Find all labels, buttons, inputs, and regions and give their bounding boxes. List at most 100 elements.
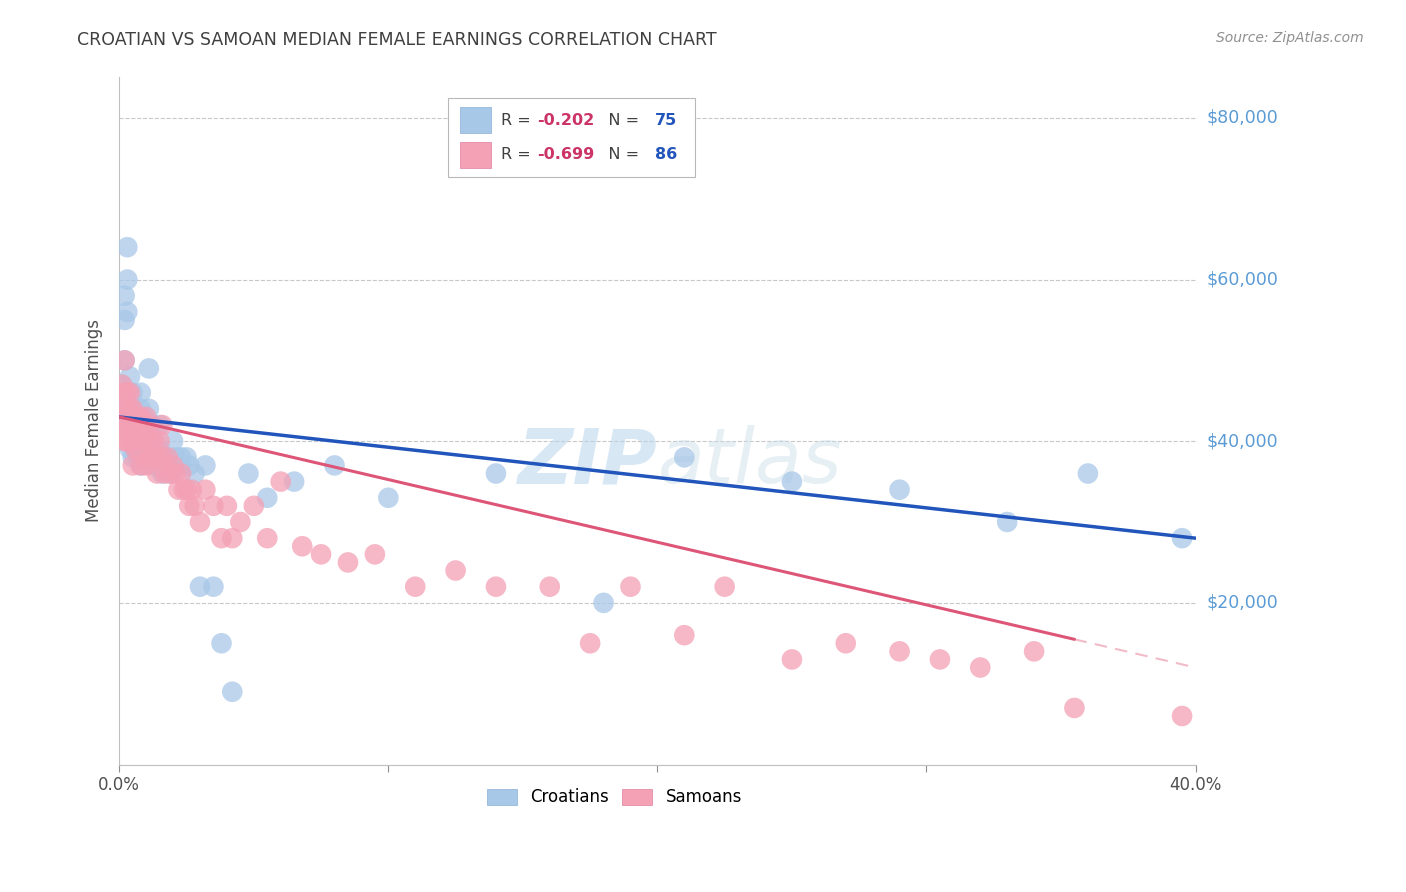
Point <box>129 401 152 416</box>
Point <box>127 426 149 441</box>
Point <box>336 556 359 570</box>
Point <box>124 426 146 441</box>
Point <box>215 499 238 513</box>
Point <box>889 644 911 658</box>
Point <box>118 434 141 449</box>
Text: Source: ZipAtlas.com: Source: ZipAtlas.com <box>1216 31 1364 45</box>
Point <box>153 458 176 473</box>
Point <box>188 580 211 594</box>
Point <box>121 401 143 416</box>
Text: atlas: atlas <box>658 425 842 500</box>
Point <box>121 458 143 473</box>
Text: $80,000: $80,000 <box>1206 109 1278 127</box>
Point <box>143 450 166 465</box>
Text: R =: R = <box>502 112 536 128</box>
Point <box>229 515 252 529</box>
Point <box>211 636 233 650</box>
Point <box>111 401 134 416</box>
Point <box>238 467 260 481</box>
Point <box>149 450 172 465</box>
Point <box>889 483 911 497</box>
Point <box>179 499 201 513</box>
Point <box>221 685 243 699</box>
Point <box>221 531 243 545</box>
Point <box>114 409 136 424</box>
Point <box>114 353 136 368</box>
Point <box>173 483 195 497</box>
Point <box>143 434 166 449</box>
Point <box>159 467 181 481</box>
Point <box>121 401 143 416</box>
Point <box>135 409 157 424</box>
Point <box>485 467 508 481</box>
Point <box>170 467 193 481</box>
Point <box>202 499 225 513</box>
Point <box>404 580 426 594</box>
Point <box>132 442 155 457</box>
Point <box>156 450 179 465</box>
Point <box>135 417 157 432</box>
Point <box>124 409 146 424</box>
Point <box>111 409 134 424</box>
Point <box>117 417 139 432</box>
Point <box>194 483 217 497</box>
Point <box>141 434 163 449</box>
Point <box>117 434 139 449</box>
Text: ZIP: ZIP <box>517 425 658 500</box>
Point <box>291 539 314 553</box>
Point <box>323 458 346 473</box>
Point <box>256 491 278 505</box>
Point <box>377 491 399 505</box>
Point <box>309 547 332 561</box>
FancyBboxPatch shape <box>447 98 695 178</box>
Point <box>138 450 160 465</box>
Point <box>135 434 157 449</box>
Point <box>150 467 173 481</box>
Point <box>117 272 139 286</box>
Point <box>127 442 149 457</box>
Point <box>162 458 184 473</box>
Point <box>124 426 146 441</box>
Point <box>111 377 134 392</box>
Point <box>141 450 163 465</box>
Point <box>118 409 141 424</box>
Point <box>485 580 508 594</box>
Point <box>444 564 467 578</box>
Point <box>114 385 136 400</box>
Point <box>176 450 198 465</box>
Point <box>619 580 641 594</box>
Point <box>141 450 163 465</box>
Point <box>156 450 179 465</box>
Point <box>135 426 157 441</box>
Point <box>179 458 201 473</box>
Point <box>995 515 1018 529</box>
Bar <box>460 142 491 168</box>
Point <box>780 652 803 666</box>
Point <box>149 417 172 432</box>
Point <box>121 450 143 465</box>
Point <box>181 483 204 497</box>
Text: N =: N = <box>593 147 644 162</box>
Point <box>1022 644 1045 658</box>
Point <box>202 580 225 594</box>
Text: 86: 86 <box>655 147 678 162</box>
Point <box>713 580 735 594</box>
Point <box>194 458 217 473</box>
Point <box>141 417 163 432</box>
Point <box>114 313 136 327</box>
Point <box>283 475 305 489</box>
Point <box>183 499 205 513</box>
Point <box>176 483 198 497</box>
Text: -0.202: -0.202 <box>537 112 595 128</box>
Text: 75: 75 <box>655 112 678 128</box>
Point <box>111 417 134 432</box>
Point <box>159 467 181 481</box>
Point <box>243 499 266 513</box>
Point <box>167 483 190 497</box>
Point <box>114 434 136 449</box>
Point <box>211 531 233 545</box>
Point <box>121 434 143 449</box>
Point <box>780 475 803 489</box>
Point <box>124 442 146 457</box>
Bar <box>460 107 491 133</box>
